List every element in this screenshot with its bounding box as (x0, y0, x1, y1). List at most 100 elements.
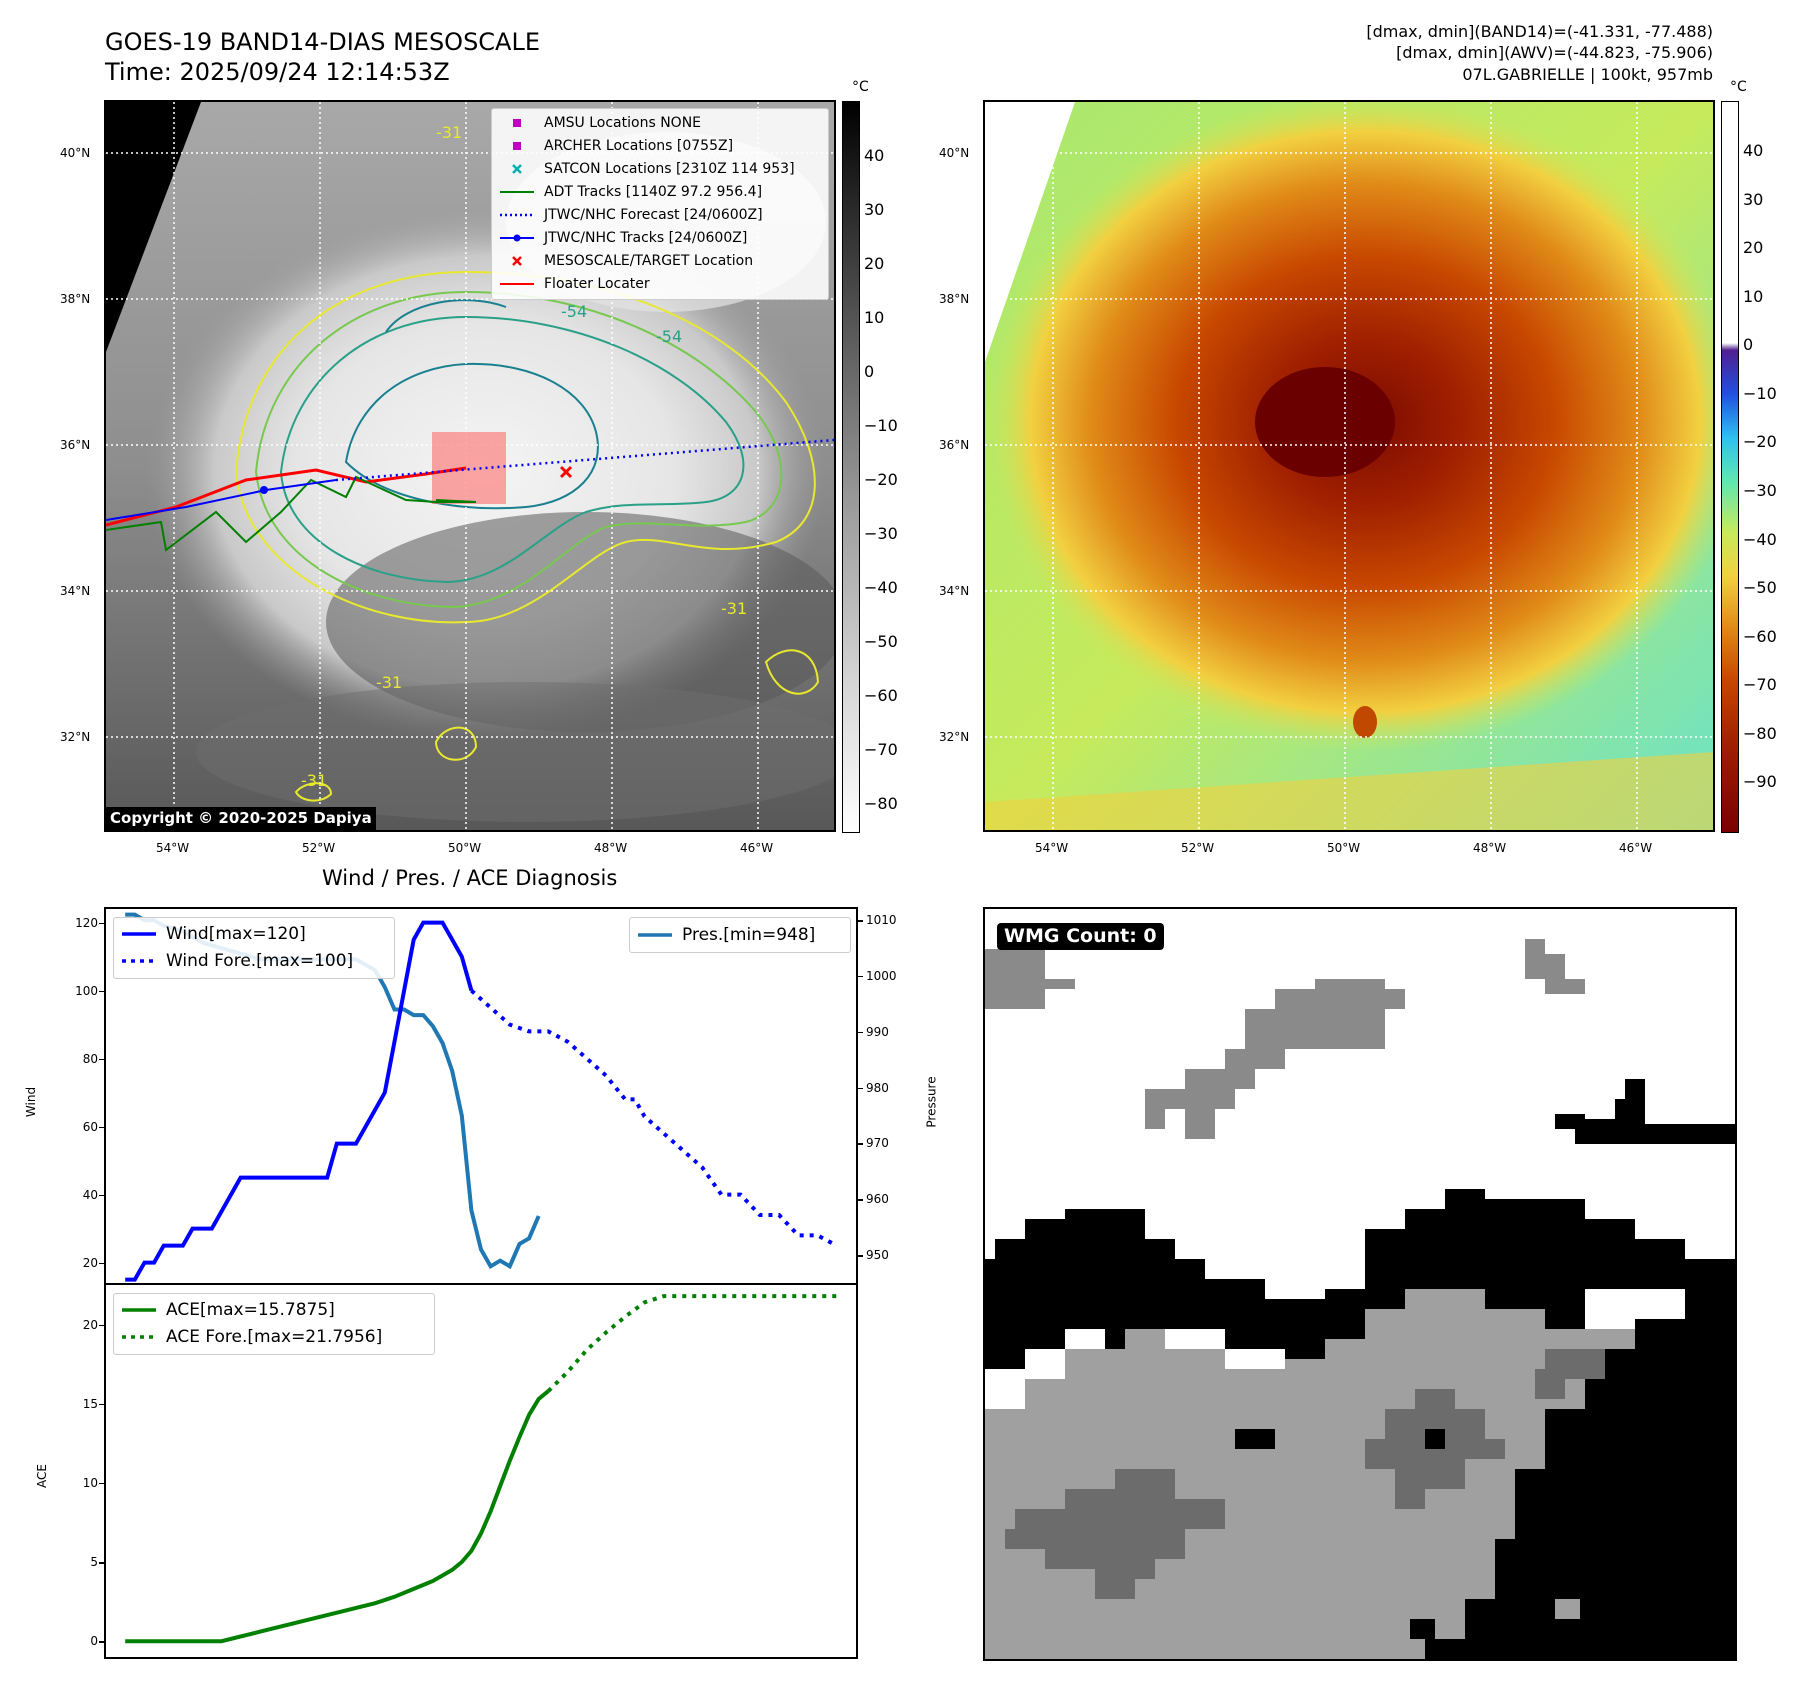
wind-tick-mark (99, 990, 105, 993)
contour-label: -31 (376, 673, 402, 692)
dotted-line-icon (122, 1327, 156, 1347)
lon-label: 46°W (1619, 841, 1653, 855)
pressure-tick-mark (857, 1199, 863, 1201)
pressure-axis-label: Pressure (924, 1076, 939, 1128)
wind-tick-label: 100 (75, 983, 98, 998)
lat-label: 32°N (939, 730, 970, 744)
ace-tick-label: 0 (90, 1634, 98, 1649)
lon-label: 52°W (302, 841, 336, 855)
lat-label: 36°N (939, 438, 970, 452)
wind-tick-mark (99, 1194, 105, 1197)
colorbar-tick: 10 (1743, 287, 1764, 306)
pressure-tick-label: 1000 (866, 968, 897, 983)
ace-tick-label: 10 (82, 1475, 98, 1490)
pressure-tick-mark (857, 1255, 863, 1257)
ace-tick-mark (99, 1482, 105, 1485)
pressure-tick-mark (857, 1031, 863, 1034)
legend-wind-fore: Wind Fore.[max=100] (122, 951, 353, 971)
lat-label: 40°N (60, 146, 91, 160)
wmg-image (985, 909, 1735, 1659)
colorbar-tick: −40 (864, 578, 898, 597)
legend-nhc-forecast: JTWC/NHC Forecast [24/0600Z] (500, 205, 763, 225)
legend-adt: ADT Tracks [1140Z 97.2 956.4] (500, 182, 762, 202)
lon-label: 54°W (1035, 841, 1069, 855)
wind-tick-mark (99, 922, 105, 925)
ir-colorbar-ticks: 40 30 20 10 0 −10 −20 −30 −40 −50 −60 −7… (862, 146, 922, 812)
awv-colorbar-ticks: 40 30 20 10 0 −10 −20 −30 −40 −50 −60 −7… (1741, 143, 1797, 803)
contour-label: -31 (721, 599, 747, 618)
wind-tick-mark (99, 1058, 105, 1061)
ace-tick-mark (99, 1403, 105, 1406)
awv-map-panel (983, 100, 1715, 832)
colorbar-tick: 0 (864, 362, 875, 381)
x-icon (500, 251, 534, 271)
ace-tick-label: 15 (82, 1396, 98, 1411)
colorbar-tick: −70 (1743, 675, 1777, 694)
lat-label: 36°N (60, 438, 91, 452)
legend-nhc-tracks: JTWC/NHC Tracks [24/0600Z] (500, 228, 747, 248)
ir-map-panel: -31 -54 -54 -31 -31 -31 Copyright © 2020… (104, 100, 836, 832)
colorbar-tick: 10 (864, 308, 885, 327)
colorbar-tick: 40 (864, 146, 885, 165)
legend-ace-fore: ACE Fore.[max=21.7956] (122, 1327, 382, 1347)
dotted-line-icon (500, 205, 534, 225)
line-icon (122, 1300, 156, 1320)
ace-panel: ACE[max=15.7875] ACE Fore.[max=21.7956] (104, 1283, 858, 1659)
colorbar-tick: −10 (864, 416, 898, 435)
copyright-label: Copyright © 2020-2025 Dapiya (106, 807, 376, 830)
awv-map-image (985, 102, 1713, 830)
ace-tick-mark (99, 1324, 105, 1327)
pressure-tick-label: 1010 (866, 913, 897, 928)
ace-tick-mark (99, 1641, 105, 1643)
wind-series-line (125, 920, 474, 1282)
ir-map-legend: AMSU Locations NONE ARCHER Locations [07… (491, 108, 829, 300)
info-band14: [dmax, dmin](BAND14)=(-41.331, -77.488) (1366, 22, 1713, 41)
contour-label: -54 (561, 302, 587, 321)
legend-floater: Floater Locater (500, 274, 650, 294)
colorbar-tick: −80 (864, 794, 898, 813)
legend-satcon: SATCON Locations [2310Z 114 953] (500, 159, 795, 179)
line-icon (122, 924, 156, 944)
ace-plot (125, 1294, 837, 1644)
colorbar-unit: °C (852, 79, 869, 95)
pressure-tick-mark (857, 1087, 863, 1090)
pressure-tick-mark (857, 975, 863, 978)
wind-tick-mark (99, 1262, 105, 1265)
awv-gridlines (985, 102, 1713, 830)
square-icon (500, 113, 534, 133)
nhc-track-point (260, 486, 268, 494)
pressure-tick-label: 980 (866, 1080, 889, 1095)
colorbar-tick: −60 (864, 686, 898, 705)
contour-label: -54 (656, 327, 682, 346)
x-icon (500, 159, 534, 179)
lat-label: 34°N (60, 584, 91, 598)
wind-legend: Wind[max=120] Wind Fore.[max=100] (113, 917, 395, 979)
colorbar-tick: −90 (1743, 772, 1777, 791)
lat-label: 32°N (60, 730, 91, 744)
square-icon (500, 136, 534, 156)
legend-amsu: AMSU Locations NONE (500, 113, 701, 133)
pressure-tick-mark (857, 920, 863, 922)
mesoscale-box (432, 432, 506, 504)
colorbar-tick: 20 (1743, 238, 1764, 257)
lon-label: 52°W (1181, 841, 1215, 855)
chart-time: Time: 2025/09/24 12:14:53Z (105, 58, 450, 86)
legend-pres: Pres.[min=948] (638, 925, 815, 945)
colorbar-tick: −30 (864, 524, 898, 543)
legend-target: MESOSCALE/TARGET Location (500, 251, 753, 271)
colorbar-tick: −20 (864, 470, 898, 489)
wind-tick-label: 40 (82, 1187, 98, 1202)
line-icon (500, 182, 534, 202)
line-icon (638, 925, 672, 945)
ace-axis-label: ACE (34, 1464, 49, 1488)
wmg-panel: WMG Count: 0 (983, 907, 1737, 1661)
line-dot-icon (500, 228, 534, 248)
wind-pres-panel: Wind[max=120] Wind Fore.[max=100] Pres.[… (104, 907, 858, 1285)
colorbar-tick: 30 (864, 200, 885, 219)
colorbar-tick: −50 (1743, 578, 1777, 597)
dotted-line-icon (122, 951, 156, 971)
ace-forecast-series-line (546, 1294, 837, 1393)
adt-track (106, 475, 477, 552)
wind-tick-label: 80 (82, 1051, 98, 1066)
colorbar-tick: −10 (1743, 384, 1777, 403)
